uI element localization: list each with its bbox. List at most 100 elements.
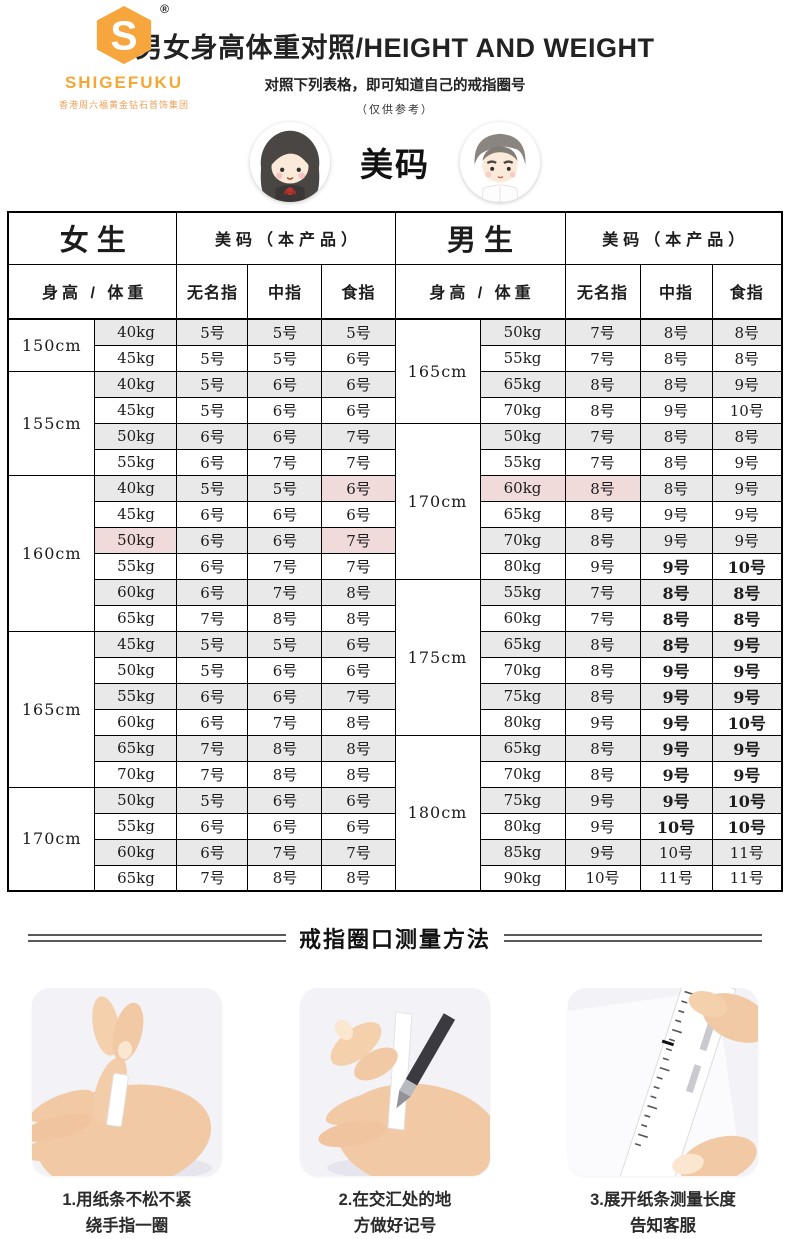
ring-size-cell: 7号 bbox=[176, 760, 249, 788]
ring-size-cell: 9号 bbox=[711, 474, 783, 502]
ring-size-cell: 7号 bbox=[564, 448, 641, 476]
photo-step-measure-ruler bbox=[568, 988, 758, 1176]
measure-captions: 1.用纸条不松不紧 绕手指一圈 2.在交汇处的地 方做好记号 3.展开纸条测量长… bbox=[0, 1188, 790, 1239]
ring-size-cell: 10号 bbox=[639, 812, 713, 840]
weight-cell: 70kg bbox=[479, 526, 566, 554]
table-row: 60kg 6号 7号 8号 80kg 9号 9号 10号 bbox=[8, 708, 783, 736]
ring-size-cell: 5号 bbox=[247, 474, 323, 502]
weight-cell: 55kg bbox=[479, 448, 566, 476]
ring-size-cell: 8号 bbox=[321, 734, 396, 762]
weight-cell: 85kg bbox=[479, 838, 566, 866]
weight-cell: 60kg bbox=[479, 474, 566, 502]
ring-size-cell: 7号 bbox=[564, 578, 641, 606]
photo-step-mark-pen bbox=[300, 988, 490, 1176]
ring-size-cell: 9号 bbox=[711, 682, 783, 710]
table-row: 55kg 6号 7号 7号 80kg 9号 9号 10号 bbox=[8, 552, 783, 580]
ring-size-cell: 6号 bbox=[176, 812, 249, 840]
girl-face-icon bbox=[250, 122, 330, 202]
ring-size-cell: 8号 bbox=[321, 760, 396, 788]
ring-size-cell: 6号 bbox=[247, 786, 323, 814]
size-table: 女生 美码（本产品） 男生 美码（本产品） 身高 / 体重 无名指 中指 食指 … bbox=[6, 211, 784, 892]
finger-header-index-left: 食指 bbox=[321, 263, 396, 320]
caption-step-2: 2.在交汇处的地 方做好记号 bbox=[300, 1188, 490, 1239]
ring-size-cell: 6号 bbox=[321, 656, 396, 684]
height-cell: 170cm bbox=[7, 786, 96, 892]
weight-cell: 65kg bbox=[94, 864, 178, 892]
table-row: 50kg 6号 6号 7号 70kg 8号 9号 9号 bbox=[8, 526, 783, 554]
ring-size-cell: 8号 bbox=[711, 344, 783, 372]
ring-size-cell: 8号 bbox=[639, 318, 713, 346]
ring-size-cell: 8号 bbox=[564, 526, 641, 554]
divider-line-right bbox=[504, 934, 763, 942]
ring-size-cell: 6号 bbox=[321, 370, 396, 398]
ring-size-cell: 8号 bbox=[711, 578, 783, 606]
ring-size-cell: 8号 bbox=[711, 604, 783, 632]
ring-size-cell: 9号 bbox=[711, 370, 783, 398]
weight-cell: 55kg bbox=[94, 812, 178, 840]
ring-size-cell: 6号 bbox=[247, 370, 323, 398]
ring-size-cell: 7号 bbox=[564, 422, 641, 450]
weight-cell: 70kg bbox=[479, 760, 566, 788]
ring-size-cell: 6号 bbox=[321, 630, 396, 658]
ring-size-cell: 10号 bbox=[711, 708, 783, 736]
weight-cell: 40kg bbox=[94, 318, 178, 346]
measure-section-title: 戒指圈口测量方法 bbox=[28, 922, 763, 954]
ring-size-cell: 7号 bbox=[564, 318, 641, 346]
weight-cell: 40kg bbox=[94, 370, 178, 398]
ring-size-cell: 5号 bbox=[176, 318, 249, 346]
ring-size-cell: 8号 bbox=[564, 760, 641, 788]
ring-size-cell: 8号 bbox=[247, 864, 323, 892]
weight-cell: 65kg bbox=[479, 630, 566, 658]
ring-size-cell: 8号 bbox=[564, 474, 641, 502]
weight-cell: 55kg bbox=[94, 448, 178, 476]
measure-photos bbox=[0, 988, 790, 1176]
ring-size-cell: 7号 bbox=[564, 604, 641, 632]
ring-size-cell: 9号 bbox=[711, 734, 783, 762]
ring-size-cell: 8号 bbox=[564, 682, 641, 710]
ring-size-cell: 6号 bbox=[321, 786, 396, 814]
company-name: 香港周六福黄金钻石首饰集团 bbox=[58, 100, 189, 110]
weight-cell: 60kg bbox=[94, 708, 178, 736]
weight-cell: 60kg bbox=[94, 838, 178, 866]
ring-size-cell: 8号 bbox=[639, 344, 713, 372]
height-cell: 150cm bbox=[7, 318, 96, 372]
weight-cell: 45kg bbox=[94, 344, 178, 372]
ring-size-cell: 7号 bbox=[247, 578, 323, 606]
caption-step-2-line-2: 方做好记号 bbox=[353, 1216, 437, 1235]
ring-size-cell: 9号 bbox=[564, 812, 641, 840]
ring-size-cell: 7号 bbox=[321, 422, 396, 450]
ring-size-cell: 8号 bbox=[321, 578, 396, 606]
ring-size-cell: 9号 bbox=[639, 786, 713, 814]
avatar-row: 美码 bbox=[0, 122, 790, 202]
weight-cell: 40kg bbox=[94, 474, 178, 502]
reference-note: （仅供参考） bbox=[356, 104, 434, 116]
ring-size-cell: 6号 bbox=[176, 422, 249, 450]
table-row: 60kg 6号 7号 7号 85kg 9号 10号 11号 bbox=[8, 838, 783, 866]
table-row: 50kg 6号 6号 7号 170cm 50kg 7号 8号 8号 bbox=[8, 422, 783, 580]
registered-mark: ® bbox=[160, 2, 169, 16]
ring-size-cell: 5号 bbox=[247, 318, 323, 346]
photo-step-wrap-paper bbox=[32, 988, 222, 1176]
weight-cell: 50kg bbox=[94, 786, 178, 814]
table-row: 150cm 40kg 5号 5号 5号 165cm 50kg 7号 8号 8号 bbox=[7, 318, 783, 424]
ring-size-cell: 10号 bbox=[564, 864, 641, 892]
table-row: 55kg 6号 6号 7号 75kg 8号 9号 9号 bbox=[8, 682, 783, 710]
male-avatar bbox=[460, 122, 540, 202]
page-header: 男女身高体重对照/HEIGHT AND WEIGHT 对照下列表格，即可知道自己… bbox=[0, 0, 790, 117]
weight-cell: 60kg bbox=[479, 604, 566, 632]
ring-size-cell: 6号 bbox=[176, 500, 249, 528]
weight-cell: 50kg bbox=[479, 318, 566, 346]
table-header-female: 女生 bbox=[7, 211, 178, 265]
weight-cell: 50kg bbox=[479, 422, 566, 450]
ring-size-cell: 8号 bbox=[564, 396, 641, 424]
ring-size-cell: 6号 bbox=[247, 656, 323, 684]
ring-size-cell: 6号 bbox=[247, 526, 323, 554]
ring-size-cell: 9号 bbox=[564, 786, 641, 814]
caption-step-2-line-1: 2.在交汇处的地 bbox=[338, 1191, 452, 1209]
height-cell: 170cm bbox=[394, 422, 481, 580]
ring-size-cell: 9号 bbox=[711, 500, 783, 528]
ring-size-cell: 9号 bbox=[711, 630, 783, 658]
weight-cell: 80kg bbox=[479, 812, 566, 840]
female-avatar bbox=[250, 122, 330, 202]
ring-size-cell: 9号 bbox=[639, 526, 713, 554]
